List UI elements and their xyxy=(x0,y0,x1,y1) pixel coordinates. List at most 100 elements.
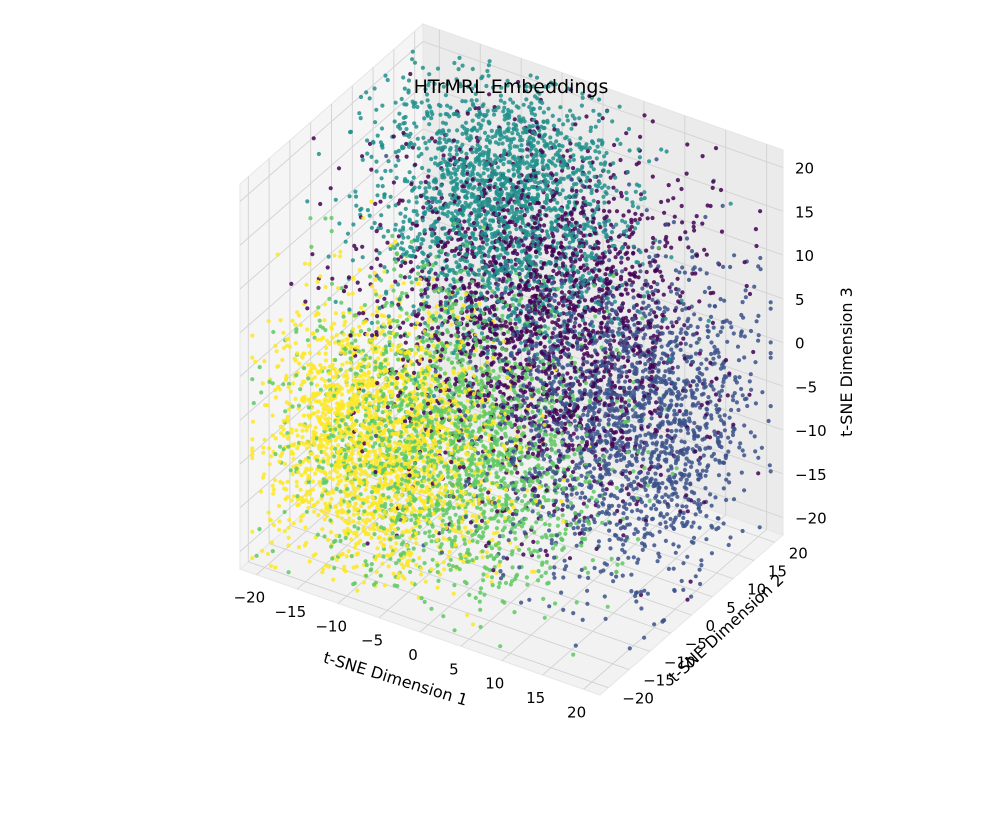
scatter-point xyxy=(431,344,435,348)
scatter-point xyxy=(709,315,713,319)
scatter-point xyxy=(467,163,471,167)
scatter-point xyxy=(651,236,655,240)
scatter-point xyxy=(573,361,577,365)
scatter-point xyxy=(435,538,439,542)
scatter-point xyxy=(670,493,674,497)
scatter-point xyxy=(419,572,423,576)
scatter-point xyxy=(399,274,403,278)
scatter-point xyxy=(482,404,486,408)
scatter-point xyxy=(450,476,454,480)
scatter-point xyxy=(451,564,455,568)
scatter-point xyxy=(364,488,368,492)
scatter-point xyxy=(566,504,570,508)
scatter-point xyxy=(329,186,333,190)
scatter-point xyxy=(292,494,296,498)
scatter-point xyxy=(401,75,405,79)
scatter-point xyxy=(602,209,606,213)
scatter-point xyxy=(375,546,379,550)
scatter-point xyxy=(513,223,517,227)
scatter-point xyxy=(385,241,389,245)
scatter-point xyxy=(305,510,309,514)
scatter-point xyxy=(644,368,648,372)
scatter-point xyxy=(497,563,501,567)
scatter-point xyxy=(471,67,475,71)
scatter-point xyxy=(564,211,568,215)
scatter-point xyxy=(464,121,468,125)
scatter-point xyxy=(686,431,690,435)
scatter-point xyxy=(411,304,415,308)
scatter-point xyxy=(528,381,532,385)
scatter-point xyxy=(700,222,704,226)
scatter-point xyxy=(643,196,647,200)
scatter-point xyxy=(454,513,458,517)
scatter-point xyxy=(403,87,407,91)
scatter-point xyxy=(280,481,284,485)
scatter-point xyxy=(600,330,604,334)
scatter-point xyxy=(544,571,548,575)
scatter-point xyxy=(681,516,685,520)
scatter-point xyxy=(607,209,611,213)
scatter-point xyxy=(648,312,652,316)
scatter-point xyxy=(649,388,653,392)
scatter-point xyxy=(685,142,689,146)
scatter-point xyxy=(270,540,274,544)
scatter-point xyxy=(560,431,564,435)
scatter-point xyxy=(383,74,387,78)
scatter-point xyxy=(615,486,619,490)
scatter-point xyxy=(366,208,370,212)
scatter-point xyxy=(551,114,555,118)
scatter-point xyxy=(652,622,656,626)
scatter-point xyxy=(561,303,565,307)
scatter-point xyxy=(305,327,309,331)
scatter-point xyxy=(441,157,445,161)
scatter-point xyxy=(549,433,553,437)
scatter-point xyxy=(694,444,698,448)
scatter-point xyxy=(561,122,565,126)
scatter-point xyxy=(266,552,270,556)
scatter-point xyxy=(380,176,384,180)
scatter-point xyxy=(284,374,288,378)
scatter-point xyxy=(357,311,361,315)
scatter-point xyxy=(438,137,442,141)
scatter-point xyxy=(655,429,659,433)
scatter-point xyxy=(706,335,710,339)
scatter-point xyxy=(287,543,291,547)
scatter-point xyxy=(722,486,726,490)
scatter-point xyxy=(680,204,684,208)
scatter-point xyxy=(652,503,656,507)
scatter-point xyxy=(720,389,724,393)
scatter-point xyxy=(347,549,351,553)
scatter-point xyxy=(261,476,265,480)
scatter-point xyxy=(670,282,674,286)
scatter-point xyxy=(601,284,605,288)
scatter-point xyxy=(656,559,660,563)
scatter-point xyxy=(620,561,624,565)
scatter-point xyxy=(557,301,561,305)
scatter-point xyxy=(669,348,673,352)
scatter-point xyxy=(580,491,584,495)
scatter-point xyxy=(583,480,587,484)
scatter-point xyxy=(517,379,521,383)
scatter-point xyxy=(327,371,331,375)
scatter-point xyxy=(663,369,667,373)
scatter-point xyxy=(519,601,523,605)
scatter-point xyxy=(538,548,542,552)
scatter-point xyxy=(714,403,718,407)
scatter-point xyxy=(769,300,773,304)
scatter-point xyxy=(565,498,569,502)
scatter-point xyxy=(614,575,618,579)
scatter-point xyxy=(309,382,313,386)
scatter-point xyxy=(671,324,675,328)
scatter-point xyxy=(468,360,472,364)
scatter-point xyxy=(378,447,382,451)
scatter-point xyxy=(466,112,470,116)
scatter-point xyxy=(564,527,568,531)
scatter-point xyxy=(457,525,461,529)
scatter-point xyxy=(416,272,420,276)
scatter-point xyxy=(721,320,725,324)
scatter-point xyxy=(563,559,567,563)
scatter-point xyxy=(472,353,476,357)
scatter-point xyxy=(577,176,581,180)
scatter-point xyxy=(577,116,581,120)
scatter-point xyxy=(457,56,461,60)
